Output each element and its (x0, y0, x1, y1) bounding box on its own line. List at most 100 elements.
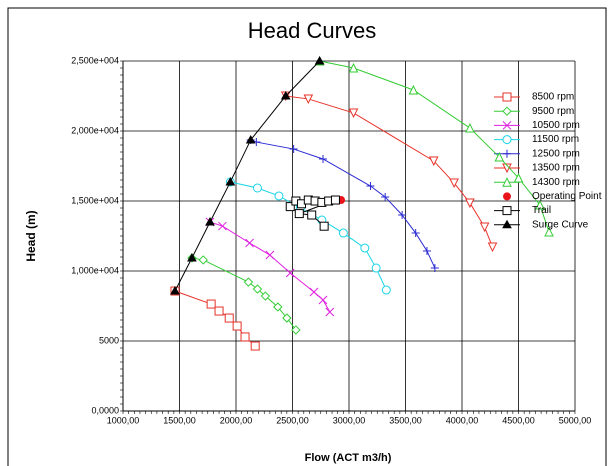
marker (319, 155, 328, 163)
marker (535, 199, 545, 210)
marker (250, 341, 260, 351)
marker (243, 277, 254, 287)
x-tick-label: 3500,00 (389, 415, 422, 425)
y-tick-label: 2,500e+004 (71, 55, 119, 65)
marker (381, 285, 391, 295)
marker (206, 299, 216, 309)
marker (252, 183, 262, 193)
marker (289, 145, 298, 154)
legend-label: Trail (532, 205, 551, 216)
legend-label: Operating Point (532, 191, 602, 202)
marker (273, 302, 283, 312)
x-tick-label: 2000,00 (220, 415, 253, 425)
marker (494, 151, 505, 162)
marker (318, 295, 328, 305)
marker (465, 122, 475, 133)
legend-label: 8500 rpm (532, 92, 574, 103)
series-line (319, 60, 550, 233)
chart-title: Head Curves (248, 18, 376, 43)
series-line (285, 95, 493, 248)
marker (224, 313, 234, 323)
legend-marker (502, 121, 512, 130)
marker (366, 182, 375, 191)
series-line (209, 221, 331, 313)
marker (245, 134, 256, 144)
marker (205, 216, 215, 226)
x-tick-label: 1500,00 (163, 415, 196, 425)
frame (7, 7, 607, 466)
x-tick-label: 2500,00 (276, 415, 309, 425)
marker (291, 325, 301, 335)
legend-marker (503, 192, 511, 201)
legend-label: 12500 rpm (532, 148, 580, 159)
x-tick-label: 1000,00 (107, 415, 140, 425)
marker (170, 286, 180, 295)
y-tick-label: 0,0000 (91, 405, 119, 415)
marker (282, 313, 292, 323)
legend-marker (502, 177, 512, 187)
marker (544, 226, 554, 237)
marker (285, 202, 295, 212)
marker (430, 264, 439, 273)
marker (307, 210, 317, 220)
x-tick-label: 5000,00 (559, 415, 592, 425)
legend-label: 10500 rpm (532, 120, 580, 131)
legend-marker (502, 219, 512, 229)
marker (325, 307, 335, 317)
legend-label: Surge Curve (532, 219, 589, 230)
marker (319, 221, 329, 231)
marker (330, 195, 340, 205)
marker (260, 291, 271, 301)
marker (294, 209, 304, 219)
marker (381, 192, 390, 201)
y-axis-label: Head (m) (24, 210, 38, 261)
marker (449, 178, 459, 189)
marker (408, 84, 419, 95)
y-tick-label: 5000 (99, 335, 119, 345)
series-line (250, 139, 436, 269)
marker (371, 263, 381, 273)
marker (360, 243, 370, 253)
x-axis-label: Flow (ACT m3/h) (305, 452, 392, 464)
legend-marker (502, 92, 512, 102)
legend-marker (502, 206, 512, 216)
marker (398, 211, 407, 219)
marker (245, 238, 254, 248)
legend-label: 9500 rpm (532, 106, 574, 117)
marker (487, 242, 498, 253)
marker (274, 191, 284, 201)
marker (285, 268, 295, 278)
marker (252, 284, 263, 294)
legend-label: 13500 rpm (532, 163, 580, 174)
y-tick-label: 2,000e+004 (71, 125, 119, 135)
y-tick-label: 1,500e+004 (71, 195, 119, 205)
marker (232, 321, 242, 331)
marker (465, 198, 475, 209)
legend-marker (502, 106, 512, 116)
marker (303, 94, 314, 105)
y-tick-label: 1,000e+004 (71, 265, 119, 275)
marker (479, 222, 490, 233)
marker (314, 55, 325, 65)
marker (265, 250, 275, 260)
legend-marker (502, 135, 512, 145)
series-line (174, 60, 320, 292)
marker (411, 229, 420, 238)
legend-label: 14300 rpm (532, 177, 580, 188)
marker (240, 332, 250, 342)
marker (348, 62, 359, 73)
marker (198, 255, 208, 265)
x-tick-label: 3000,00 (333, 415, 366, 425)
marker (428, 156, 439, 167)
legend-label: 11500 rpm (532, 134, 579, 145)
marker (348, 108, 359, 119)
marker (187, 252, 197, 262)
marker (280, 90, 291, 100)
marker (338, 228, 348, 238)
x-tick-label: 4500,00 (502, 415, 535, 425)
marker (214, 306, 224, 316)
legend-marker (503, 149, 511, 158)
marker (218, 221, 227, 231)
series-line (191, 257, 297, 331)
